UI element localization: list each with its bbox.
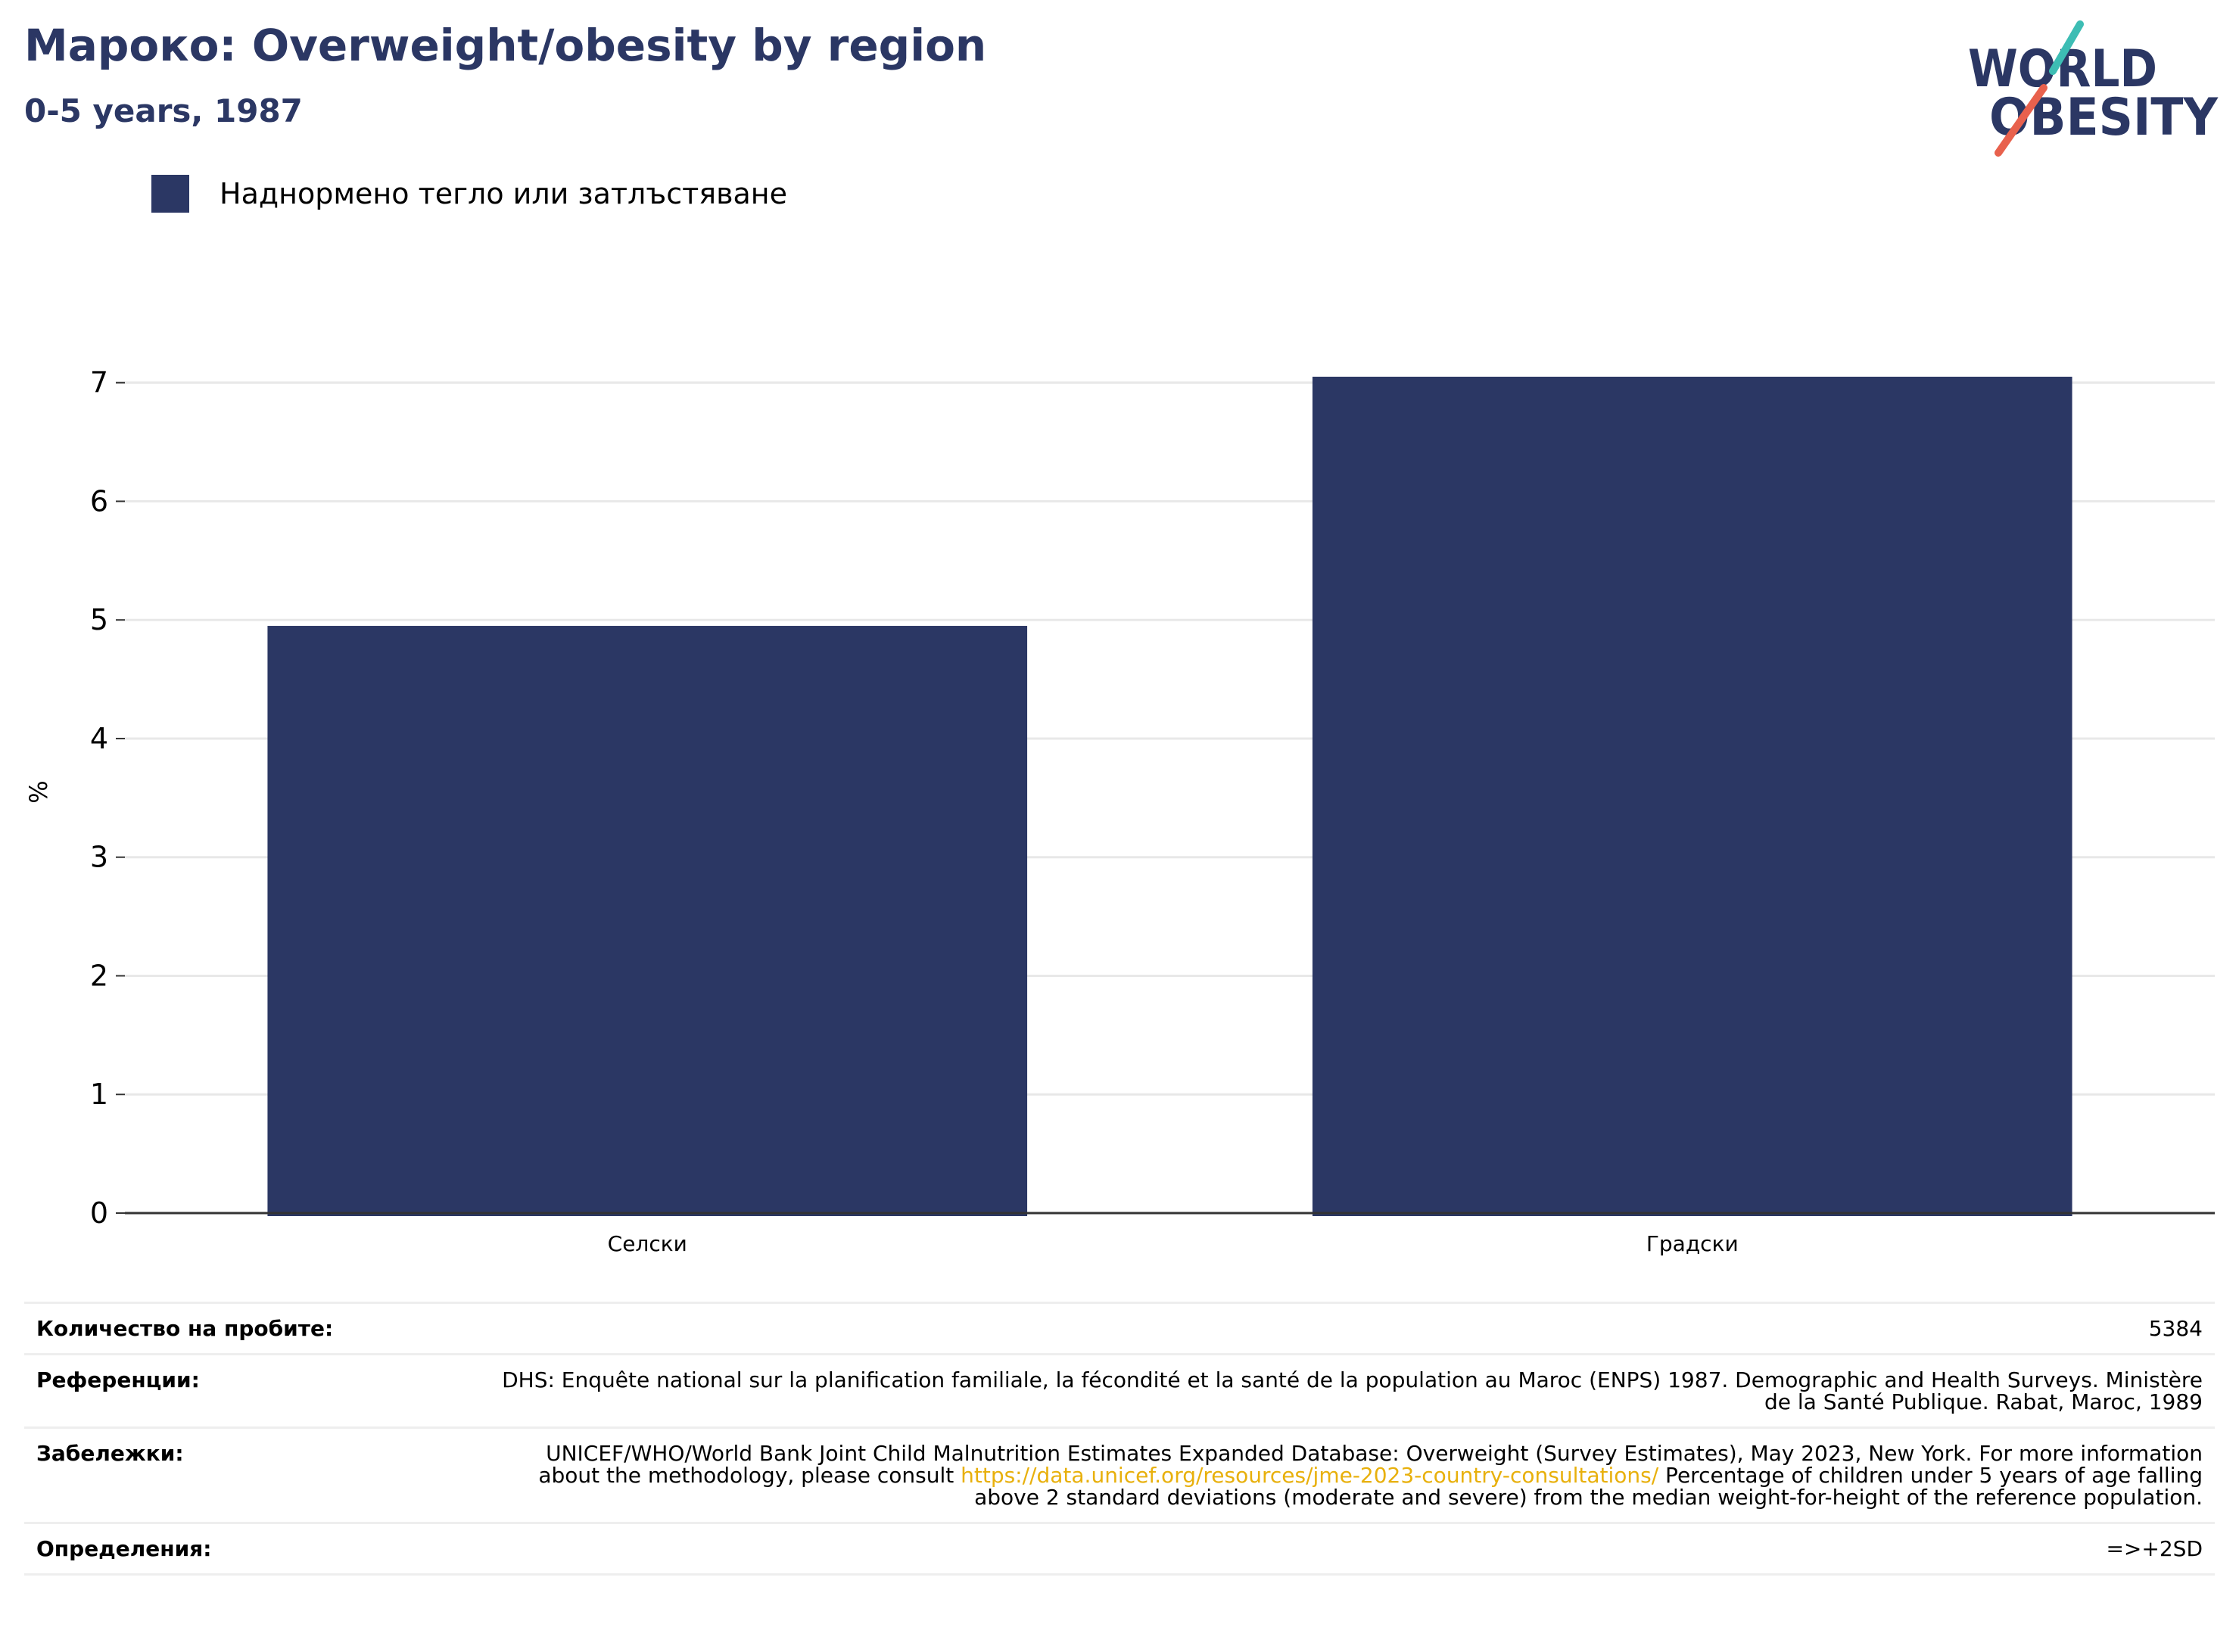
axes: 0 1 2 3 4 5 6 7 Селски Градски (90, 366, 2215, 1256)
y-tick-label: 0 (90, 1196, 108, 1230)
chart-subtitle: 0-5 years, 1987 (24, 92, 303, 129)
definitions-label: Определения: (24, 1522, 472, 1576)
legend-label: Наднормено тегло или затлъстяване (220, 177, 787, 210)
notes-label: Забележки: (24, 1426, 472, 1524)
references-value: DHS: Enquête national sur la planificati… (472, 1353, 2215, 1429)
sample-size-label: Количество на пробите: (24, 1302, 472, 1355)
logo-slash-coral (1995, 84, 2047, 157)
legend: Наднормено тегло или затлъстяване (151, 174, 787, 213)
y-tick-label: 1 (90, 1078, 108, 1111)
y-axis-label: % (24, 780, 53, 803)
definitions-value: =>+2SD (472, 1522, 2215, 1576)
bar-2[interactable] (1312, 376, 2072, 1217)
y-tick-label: 7 (90, 366, 108, 400)
bar-1[interactable] (267, 626, 1028, 1216)
info-row-sample: Количество на пробите: 5384 (24, 1302, 2215, 1355)
x-tick-label: Селски (608, 1231, 687, 1256)
bars (267, 376, 2072, 1217)
info-row-references: Референции: DHS: Enquête national sur la… (24, 1353, 2215, 1429)
info-row-notes: Забележки: UNICEF/WHO/World Bank Joint C… (24, 1426, 2215, 1524)
y-tick-label: 4 (90, 722, 108, 755)
y-tick-label: 5 (90, 603, 108, 636)
world-obesity-logo: WORLD OBESITY (1968, 20, 2219, 157)
legend-swatch (151, 175, 189, 213)
x-tick-label: Градски (1646, 1231, 1739, 1256)
methodology-link[interactable]: https://data.unicef.org/resources/jme-20… (961, 1463, 1659, 1488)
logo-slash-teal (2049, 20, 2084, 75)
info-row-definitions: Определения: =>+2SD (24, 1522, 2215, 1576)
notes-value: UNICEF/WHO/World Bank Joint Child Malnut… (472, 1426, 2215, 1524)
info-table: Количество на пробите: 5384 Референции: … (24, 1302, 2215, 1576)
y-tick-label: 6 (90, 484, 108, 518)
chart-title: Мароко: Overweight/obesity by region (24, 20, 987, 71)
y-tick-label: 3 (90, 841, 108, 874)
notes-text-continued: Percentage of children under 5 years of … (974, 1463, 2203, 1510)
references-label: Референции: (24, 1353, 472, 1429)
bar-chart: 0 1 2 3 4 5 6 7 Селски Градски % (24, 366, 2215, 1256)
y-tick-label: 2 (90, 959, 108, 992)
sample-size-value: 5384 (472, 1302, 2215, 1355)
notes-text: UNICEF/WHO/World Bank Joint Child Malnut… (538, 1441, 2203, 1488)
